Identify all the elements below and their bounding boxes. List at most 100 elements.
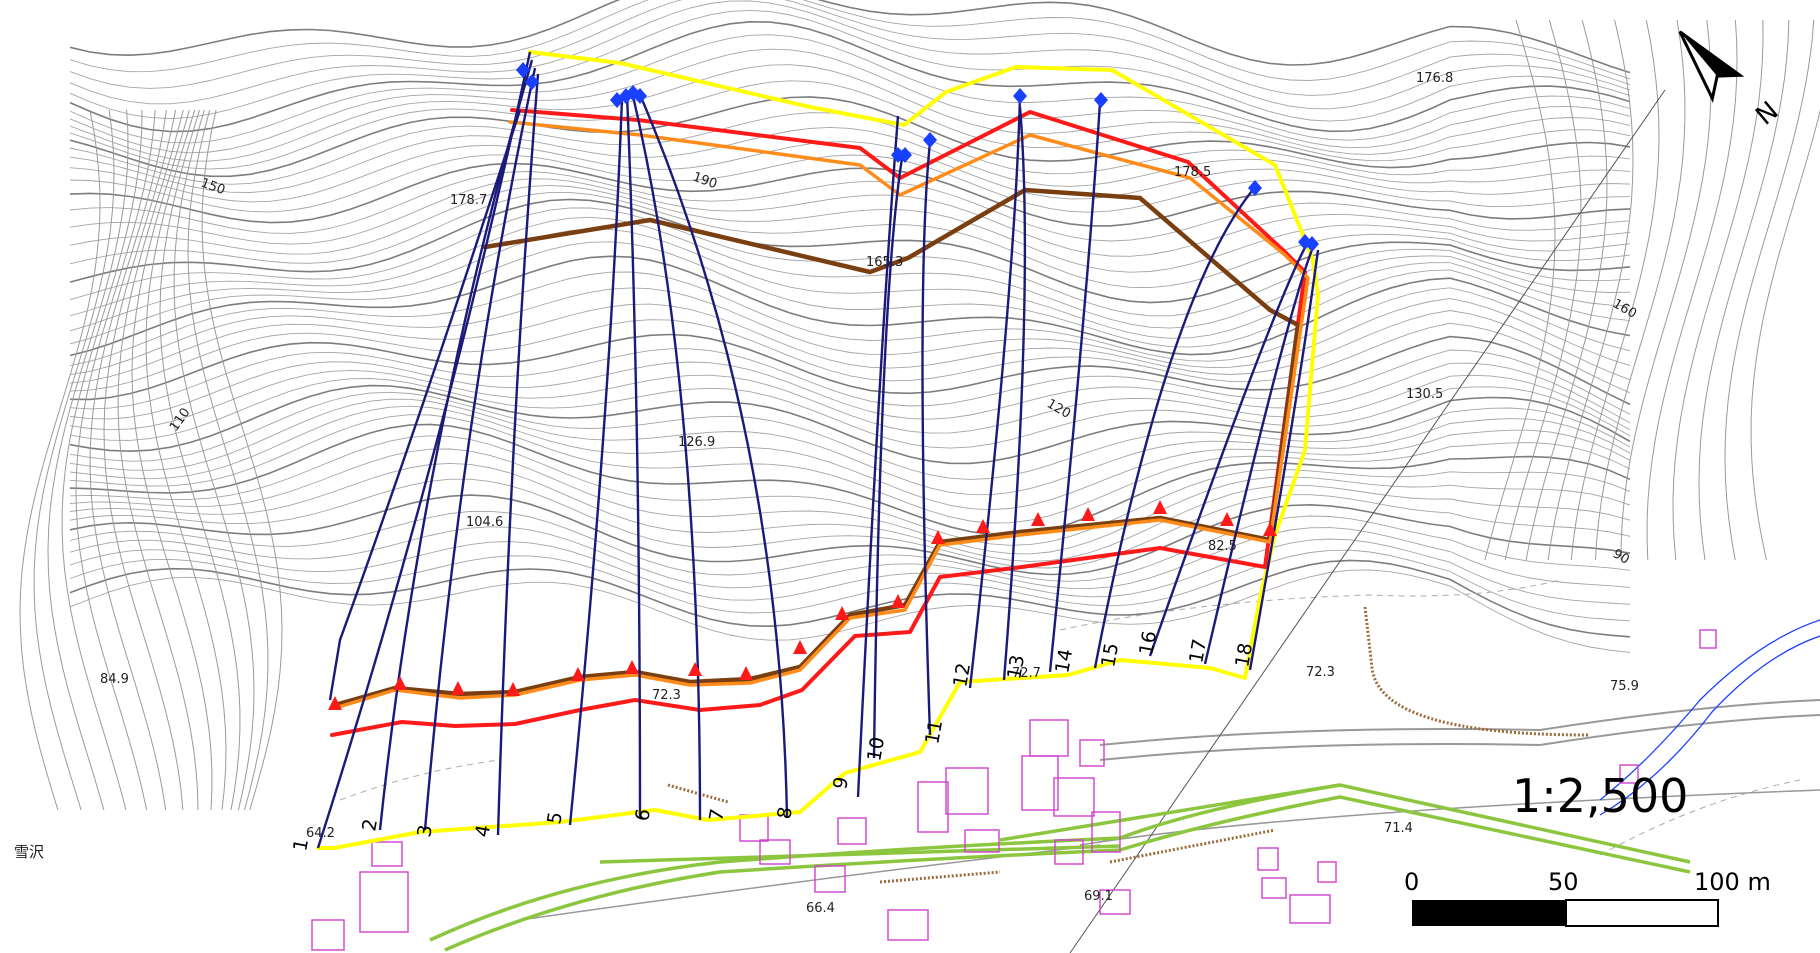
profile-line-number: 17 [1185,637,1211,665]
contour-line [69,398,1631,496]
red-triangle-marker [625,660,639,674]
building [837,817,867,845]
blue-diamond-marker [1305,236,1319,252]
scale-bar-white-segment [1565,899,1719,927]
contour-line [69,34,1631,144]
profile-line-number: 10 [863,735,889,763]
scale-bar-black-segment [1412,900,1566,926]
contour-line [1750,109,1820,561]
contour-line [69,178,1631,257]
contour-line [1620,19,1712,561]
contour-line [69,361,1631,424]
elevation-label: 66.4 [806,901,835,916]
profile-line [328,109,522,701]
profile-line-number: 6 [631,807,655,823]
contour-line [89,109,167,811]
elevation-label: 82.5 [1208,539,1237,554]
contour-line [69,20,1631,133]
contour-line [69,319,1631,394]
elevation-label: 190 [691,170,719,193]
elevation-label: 126.9 [678,435,715,450]
contour-line [1484,19,1556,561]
blue-diamond-marker [1013,88,1027,104]
contour-line [69,271,1631,367]
contour-line [69,378,1631,449]
elevation-label: 72.7 [1012,666,1041,681]
contour-line [69,478,1631,569]
red-triangle-marker [393,676,407,690]
profile-line-number: 2 [358,817,382,833]
contour-line [69,369,1631,434]
profile-line [968,94,1022,689]
blue-diamond-marker [1248,180,1262,196]
red-triangle-marker [571,667,585,681]
elevation-labels: 176.8 178.7 190 178.5 1 50 165.3 16 0 130.5 126.9 1… [100,71,1639,916]
road [999,783,1341,842]
profile-line [1002,106,1027,681]
elevation-label: 178.5 [1174,165,1211,180]
profile-line-number: 13 [1003,653,1029,681]
profile-line [921,141,932,736]
building [1053,777,1095,817]
contour-line [69,154,1631,213]
power-line [1069,89,1666,953]
blue-diamond-marker [1094,92,1108,108]
red-triangle-marker [451,681,465,695]
contour-line [69,191,1631,289]
elevation-label: 90 [1610,546,1632,567]
red-line [330,108,1307,737]
contour-line [69,48,1631,154]
building [964,829,1000,853]
contour-line [69,64,1631,162]
profile-line-number: 16 [1135,629,1161,657]
elevation-label: 75.9 [1610,679,1639,694]
profile-line [872,151,905,759]
red-triangle-marker [1031,512,1045,526]
orange-line [333,120,1310,710]
building [1317,861,1337,883]
scale-tick-50: 50 [1548,868,1579,896]
contour-line [201,109,283,811]
building [359,871,409,933]
profile-line [856,115,900,798]
profile-lines [316,51,1320,849]
red-triangle-marker [688,662,702,676]
contour-line [1672,19,1764,561]
building [1289,894,1331,924]
contour-line [1504,19,1582,561]
road [429,783,1691,942]
contour-line [1525,19,1608,561]
elevation-label: 71.4 [1384,821,1413,836]
profile-line [496,73,540,836]
contour-line [69,184,1631,273]
elevation-label: 176.8 [1416,71,1453,86]
contour-line [1547,19,1634,561]
contour-line [69,569,1631,653]
contour-line [69,287,1631,376]
contour-line [69,141,1631,203]
elevation-label: 165.3 [866,255,903,270]
elevation-label: 72.3 [1306,665,1335,680]
contour-line [69,494,1631,576]
north-arrow-icon [1678,30,1745,103]
contour-line [69,198,1631,304]
contour-line [131,109,213,811]
red-triangle-marker [1153,500,1167,514]
profile-line-number: 12 [949,661,975,689]
elevation-label: 69.1 [1084,889,1113,904]
building [1257,847,1279,871]
contour-line [69,255,1631,357]
red-triangle-marker [891,594,905,608]
road [444,795,1691,952]
contour-lines [19,0,1820,811]
contour-line [117,109,199,811]
red-triangle-marker [976,519,990,533]
profile-line-number: 4 [471,823,495,839]
profile-line [1248,249,1320,671]
elevation-label: 72.3 [652,688,681,703]
blue-diamond-marker [633,88,647,104]
scale-tick-100: 100 m [1694,868,1771,896]
building [887,909,929,941]
profile-line [423,67,537,831]
